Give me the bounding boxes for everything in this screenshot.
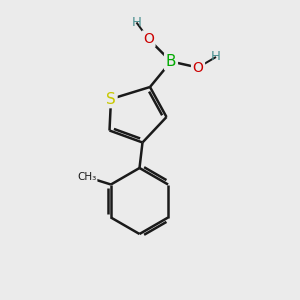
Text: O: O [143,32,154,46]
Text: B: B [166,54,176,69]
Text: H: H [132,16,141,29]
Text: O: O [193,61,203,74]
Text: CH₃: CH₃ [77,172,97,182]
Text: H: H [211,50,221,64]
Text: S: S [106,92,116,106]
